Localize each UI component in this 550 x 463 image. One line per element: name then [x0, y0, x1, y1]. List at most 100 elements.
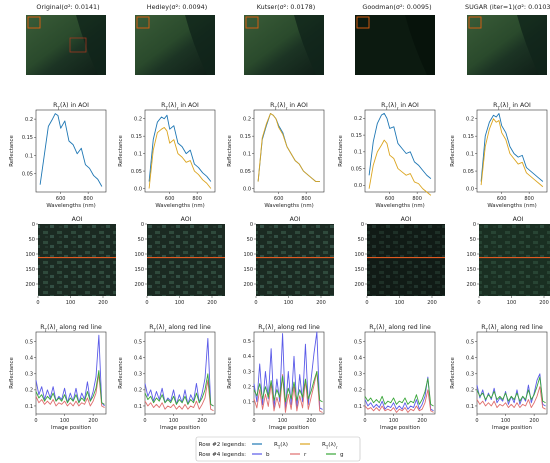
aoi-panel-2: AOI 0 50 100 150 200 0 100 200: [243, 216, 334, 306]
x-axis-label-prof-2: Image position: [269, 425, 309, 431]
x-tick-label: 100: [278, 418, 288, 424]
x-tick-label: 600: [274, 196, 284, 202]
x-tick-label: 600: [165, 196, 175, 202]
x-tick-label: 200: [98, 300, 108, 306]
plot-area-prof-1: [144, 331, 216, 415]
panel-title-prof-4: RT(λ)r along red line: [481, 324, 543, 334]
x-axis-label-spec-0: Wavelengths (nm): [46, 203, 95, 209]
legend-text-row2-1: RT(λ)r: [322, 442, 338, 450]
y-tick-label: 0.05: [131, 169, 142, 175]
y-axis-label-prof-4: Reflectance: [450, 357, 456, 389]
y-tick-label: 150: [354, 267, 364, 273]
x-tick-label: 600: [385, 196, 395, 202]
y-tick-label: 0.5: [466, 339, 474, 345]
aoi-title-4: AOI: [513, 216, 524, 223]
y-tick-label: 0.05: [351, 166, 362, 172]
y-tick-label: 0.4: [354, 356, 362, 362]
series-line-g: [144, 373, 214, 407]
y-tick-label: 150: [466, 267, 476, 273]
aoi-panel-0: AOI 0 50 100 150 200 0 100 200: [25, 216, 116, 306]
panel-prof-2: RT(λ)r along red line 0.1 0.2 0.3 0.4 0.5 0 100…: [243, 324, 325, 424]
row3-aoi-images: AOI 0 50 100 150 200 0 100 200 AOI 0 50 100 150 200 0 10…: [25, 216, 550, 306]
y-tick-label: 0.1: [243, 151, 251, 157]
x-tick-label: 800: [192, 196, 202, 202]
y-tick-label: 0.1: [354, 404, 362, 410]
y-tick-label: 0.4: [25, 356, 33, 362]
series-line-r: [253, 371, 323, 413]
y-tick-label: 0.2: [354, 388, 362, 394]
y-tick-label: 0.05: [463, 169, 474, 175]
panel-spec-3: RT(λ)r in AOI 0.0 0.05 0.1 0.15 0.2 600 800: [351, 102, 436, 202]
aoi-box-0: [27, 16, 41, 29]
y-tick-label: 150: [243, 267, 253, 273]
y-tick-label: 200: [354, 282, 364, 288]
x-axis-label-prof-4: Image position: [492, 425, 532, 431]
y-tick-label: 0.2: [243, 384, 251, 390]
y-tick-label: 0.15: [351, 133, 362, 139]
series-line-r: [35, 373, 105, 408]
y-tick-label: 0.1: [134, 404, 142, 410]
panel-prof-4: RT(λ)r along red line 0.1 0.2 0.3 0.4 0.5 0 100…: [466, 324, 548, 424]
series-line-0: [368, 112, 432, 179]
series-line-g: [476, 376, 546, 404]
aoi-image-4: [479, 224, 550, 296]
panel-title-spec-0: RT(λ) in AOI: [53, 102, 89, 112]
aoi-panel-4: AOI 0 50 100 150 200 0 100 200: [466, 216, 550, 306]
panel-spec-2: RT(λ)r in AOI 0.0 0.05 0.1 0.15 0.2 600 800: [240, 102, 325, 202]
x-axis-label-spec-1: Wavelengths (nm): [155, 203, 204, 209]
x-tick-label: 100: [66, 300, 76, 306]
y-tick-label: 0.4: [134, 356, 142, 362]
y-tick-label: 0: [473, 222, 476, 228]
y-tick-label: 0.0: [243, 186, 251, 192]
x-tick-label: 200: [316, 300, 326, 306]
x-tick-label: 100: [501, 418, 511, 424]
series-line-b: [253, 331, 323, 410]
legend-box: Row #2 legends: Row #4 legends: RT(λ) RT(…: [195, 436, 361, 462]
y-tick-label: 0.3: [354, 372, 362, 378]
y-tick-label: 50: [358, 237, 364, 243]
plot-area-prof-4: [476, 331, 548, 415]
y-tick-label: 200: [466, 282, 476, 288]
x-tick-label: 200: [88, 418, 98, 424]
y-tick-label: 0.15: [463, 134, 474, 140]
aoi-panel-3: AOI 0 50 100 150 200 0 100 200: [354, 216, 445, 306]
y-tick-label: 0.15: [22, 135, 33, 141]
panel-prof-1: RT(λ)r along red line 0.1 0.2 0.3 0.4 0.5 0 100…: [134, 324, 216, 424]
series-line-b: [364, 376, 434, 412]
y-tick-label: 0.2: [243, 117, 251, 123]
panel-title-prof-1: RT(λ)r along red line: [149, 324, 211, 334]
plot-area-prof-0: [35, 331, 107, 415]
series-line-0: [148, 114, 212, 182]
column-title-1: Hedley(σ²: 0.0094): [147, 3, 207, 11]
y-axis-label-spec-2: Reflectance: [227, 135, 233, 167]
x-tick-label: 600: [56, 196, 66, 202]
series-line-g: [253, 371, 323, 403]
aoi-box-4: [468, 16, 482, 29]
y-tick-label: 0.0: [354, 183, 362, 189]
y-tick-label: 0: [32, 222, 35, 228]
panel-prof-0: RT(λ)r along red line 0.1 0.2 0.3 0.4 0.5 0 100…: [25, 324, 107, 424]
x-tick-label: 200: [306, 418, 316, 424]
y-tick-label: 100: [134, 252, 144, 258]
y-tick-label: 0.2: [466, 388, 474, 394]
y-tick-label: 0.1: [134, 151, 142, 157]
y-tick-label: 0.2: [134, 117, 142, 123]
series-line-1: [257, 113, 320, 182]
y-axis-label-spec-3: Reflectance: [338, 135, 344, 167]
x-tick-label: 0: [254, 300, 257, 306]
aoi-box-3: [356, 16, 370, 29]
y-tick-label: 0.3: [134, 372, 142, 378]
shoreline-shadow-1: [185, 15, 215, 75]
x-tick-label: 0: [252, 418, 255, 424]
y-tick-label: 0.1: [243, 400, 251, 406]
y-tick-label: 150: [134, 267, 144, 273]
y-tick-label: 0.1: [25, 404, 33, 410]
row4-profiles: RT(λ)r along red line 0.1 0.2 0.3 0.4 0.5 0 100…: [9, 324, 548, 431]
x-tick-label: 100: [284, 300, 294, 306]
y-tick-label: 200: [25, 282, 35, 288]
x-axis-label-spec-3: Wavelengths (nm): [375, 203, 424, 209]
aoi-darken-3: [367, 224, 445, 296]
y-axis-label-prof-3: Reflectance: [338, 357, 344, 389]
x-tick-label: 200: [427, 300, 437, 306]
